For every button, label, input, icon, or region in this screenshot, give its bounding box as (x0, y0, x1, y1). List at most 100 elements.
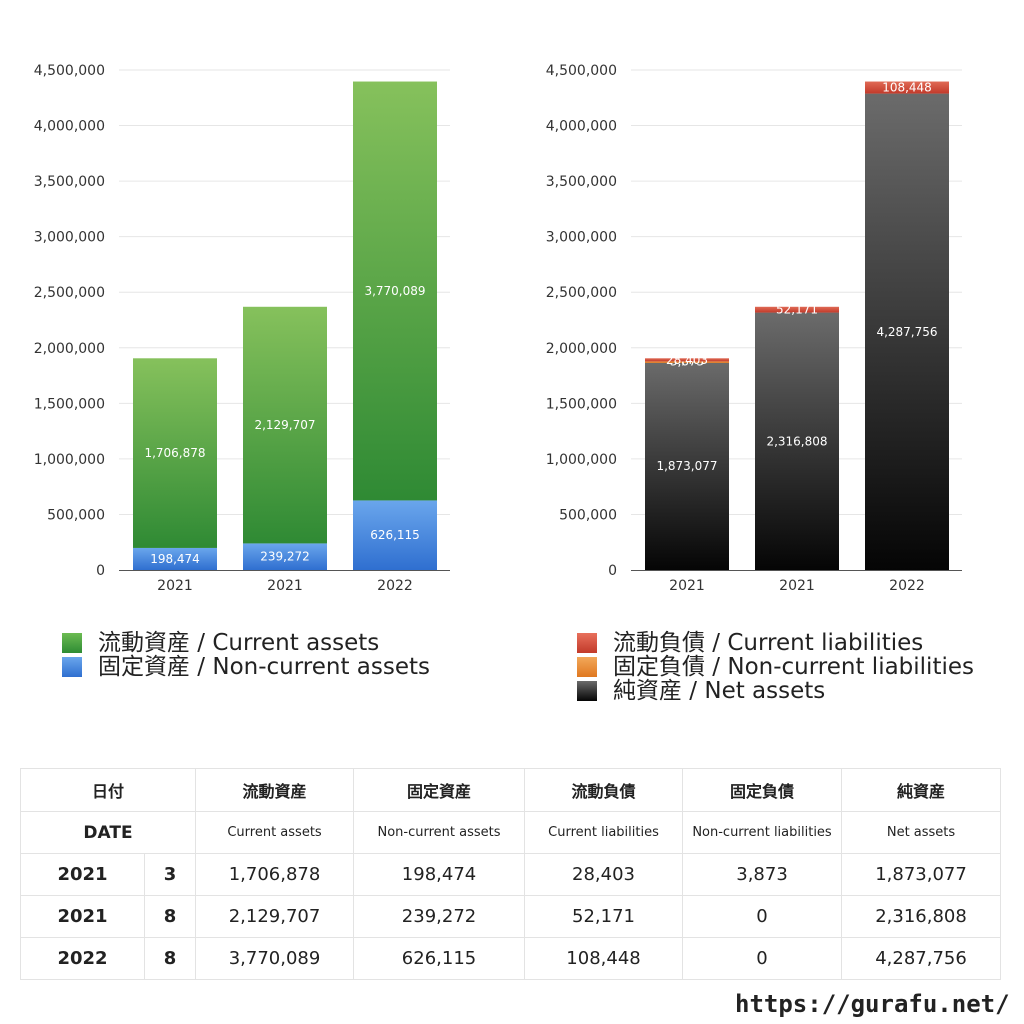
cell-non-current-liabilities: 0 (682, 895, 843, 938)
y-tick-label: 500,000 (47, 507, 105, 523)
cell-non-current-liabilities: 0 (682, 937, 843, 980)
cell-year: 2021 (20, 895, 145, 938)
cell-year: 2021 (20, 853, 145, 896)
legend-label-net-assets: 純資産 / Net assets (613, 678, 826, 704)
data-label-current-assets: 3,770,089 (364, 284, 425, 298)
cell-net-assets: 4,287,756 (841, 937, 1002, 980)
bar-current-assets (243, 306, 327, 544)
data-label-current-liabilities: 108,448 (882, 81, 932, 95)
data-label-non-current-liabilities: 3,873 (670, 355, 704, 369)
bar-non-current-assets (243, 543, 327, 570)
y-tick-label: 1,000,000 (546, 452, 617, 468)
bar-net-assets (645, 361, 729, 570)
legend-label-current-assets: 流動資産 / Current assets (98, 630, 380, 656)
legend-label-current-liabilities: 流動負債 / Current liabilities (613, 630, 924, 656)
bar-current-assets (353, 81, 437, 501)
data-label-current-liabilities: 52,171 (776, 303, 818, 317)
site-url[interactable]: https://gurafu.net/ (735, 990, 1010, 1018)
y-tick-label: 4,500,000 (546, 63, 617, 79)
data-label-net-assets: 2,316,808 (766, 434, 827, 448)
bar-net-assets (755, 312, 839, 570)
y-tick-label: 2,000,000 (546, 341, 617, 357)
bar-current-liabilities (865, 81, 949, 94)
legend-label-non-current-liabilities: 固定負債 / Non-current liabilities (613, 654, 974, 680)
header-current-liabilities-ja: 流動負債 (524, 768, 684, 812)
balance-sheet-table: 日付 流動資産 固定資産 流動負債 固定負債 純資産 DATE Current … (19, 768, 1002, 980)
header-date-en: DATE (19, 811, 197, 854)
header-non-current-assets-en: Non-current assets (353, 811, 526, 854)
bar-net-assets (865, 93, 949, 570)
legend-swatch-net-assets (577, 681, 597, 701)
legend-item-current-assets: 流動資産 / Current assets (62, 631, 430, 655)
y-tick-label: 1,000,000 (34, 452, 105, 468)
data-label-current-assets: 2,129,707 (254, 418, 315, 432)
data-label-current-liabilities: 28,403 (666, 353, 708, 367)
cell-net-assets: 1,873,077 (841, 853, 1002, 896)
header-current-assets-en: Current assets (195, 811, 355, 854)
table-row: 2022 8 3,770,089 626,115 108,448 0 4,287… (20, 937, 1002, 980)
header-current-liabilities-en: Current liabilities (524, 811, 684, 854)
y-tick-label: 3,500,000 (34, 174, 105, 190)
legend-swatch-non-current-liabilities (577, 657, 597, 677)
x-tick-label: 2022 (889, 578, 925, 594)
legend-item-net-assets: 純資産 / Net assets (577, 679, 974, 703)
legend-item-non-current-liabilities: 固定負債 / Non-current liabilities (577, 655, 974, 679)
data-label-net-assets: 4,287,756 (876, 325, 937, 339)
legend-item-current-liabilities: 流動負債 / Current liabilities (577, 631, 974, 655)
legend-label-non-current-assets: 固定資産 / Non-current assets (98, 654, 431, 680)
table-header-row-ja: 日付 流動資産 固定資産 流動負債 固定負債 純資産 (19, 768, 1002, 812)
cell-current-assets: 1,706,878 (195, 853, 355, 896)
table-row: 2021 8 2,129,707 239,272 52,171 0 2,316,… (20, 895, 1002, 938)
y-tick-label: 500,000 (559, 507, 617, 523)
bar-non-current-assets (133, 547, 217, 570)
cell-current-assets: 2,129,707 (195, 895, 355, 938)
cell-current-assets: 3,770,089 (195, 937, 355, 980)
y-tick-label: 2,000,000 (34, 341, 105, 357)
y-tick-label: 4,000,000 (34, 119, 105, 135)
bar-current-assets (133, 358, 217, 548)
x-tick-label: 2021 (157, 578, 193, 594)
table-row: 2021 3 1,706,878 198,474 28,403 3,873 1,… (20, 853, 1002, 896)
data-label-net-assets: 1,873,077 (656, 459, 717, 473)
header-current-assets-ja: 流動資産 (195, 768, 355, 812)
y-tick-label: 3,000,000 (34, 230, 105, 246)
legend-swatch-current-assets (62, 633, 82, 653)
assets-legend: 流動資産 / Current assets 固定資産 / Non-current… (62, 631, 430, 679)
bar-current-liabilities (645, 358, 729, 362)
bar-current-liabilities (755, 306, 839, 313)
header-non-current-liabilities-ja: 固定負債 (682, 768, 843, 812)
cell-current-liabilities: 108,448 (524, 937, 684, 980)
data-label-non-current-assets: 626,115 (370, 528, 420, 542)
legend-swatch-non-current-assets (62, 657, 82, 677)
y-tick-label: 3,000,000 (546, 230, 617, 246)
x-tick-label: 2021 (267, 578, 303, 594)
data-label-current-assets: 1,706,878 (144, 446, 205, 460)
legend-item-non-current-assets: 固定資産 / Non-current assets (62, 655, 430, 679)
y-tick-label: 0 (96, 563, 105, 579)
liabilities-legend: 流動負債 / Current liabilities 固定負債 / Non-cu… (577, 631, 974, 703)
y-tick-label: 4,000,000 (546, 119, 617, 135)
cell-month: 8 (143, 895, 197, 938)
x-tick-label: 2022 (377, 578, 413, 594)
y-tick-label: 1,500,000 (34, 396, 105, 412)
cell-month: 8 (143, 937, 197, 980)
cell-month: 3 (143, 853, 197, 896)
cell-non-current-liabilities: 3,873 (682, 853, 843, 896)
y-tick-label: 2,500,000 (546, 285, 617, 301)
table-header-row-en: DATE Current assets Non-current assets C… (19, 811, 1002, 854)
cell-non-current-assets: 198,474 (353, 853, 526, 896)
y-tick-label: 4,500,000 (34, 63, 105, 79)
cell-year: 2022 (20, 937, 145, 980)
cell-non-current-assets: 239,272 (353, 895, 526, 938)
header-net-assets-ja: 純資産 (841, 768, 1002, 812)
header-date-ja: 日付 (19, 768, 197, 812)
header-non-current-liabilities-en: Non-current liabilities (682, 811, 843, 854)
cell-current-liabilities: 28,403 (524, 853, 684, 896)
data-label-non-current-assets: 198,474 (150, 552, 200, 566)
header-net-assets-en: Net assets (841, 811, 1002, 854)
x-tick-label: 2021 (669, 578, 705, 594)
cell-non-current-assets: 626,115 (353, 937, 526, 980)
bar-non-current-liabilities (645, 361, 729, 363)
bar-non-current-assets (353, 500, 437, 570)
x-tick-label: 2021 (779, 578, 815, 594)
